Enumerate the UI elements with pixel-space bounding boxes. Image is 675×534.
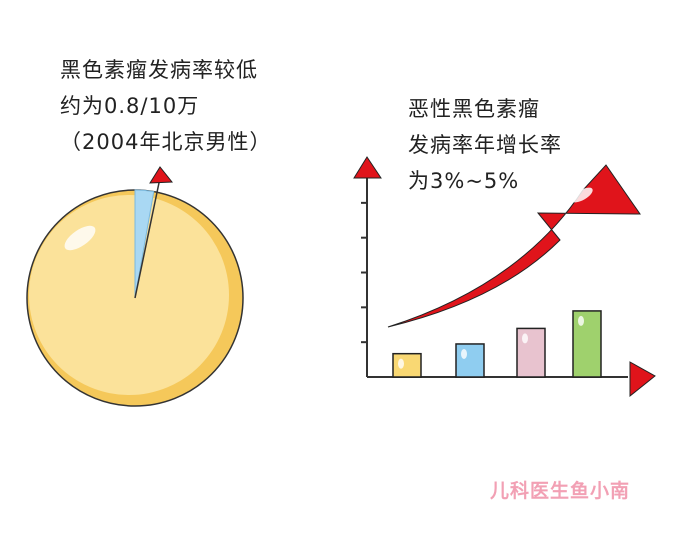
bar [572,310,602,378]
trend-arrow-shine [571,187,593,203]
bar-shine [578,315,584,326]
pie-slice-highlight [134,189,155,299]
bar-shine [461,348,467,359]
right-caption-line: 发病率年增长率 [408,133,562,157]
pie-shine [64,225,96,251]
x-axis-arrowhead [629,361,656,398]
pie-slice-main [29,195,229,395]
left-caption-line: 约为0.8/10万 [60,94,200,118]
right-caption-line: 为3%~5% [408,169,520,193]
left-caption: 黑色素瘤发病率较低 约为0.8/10万 （2004年北京男性） [60,52,271,160]
left-caption-line: （2004年北京男性） [60,130,272,154]
bar [455,343,485,378]
right-caption-line: 恶性黑色素瘤 [408,97,540,121]
left-caption-line: 黑色素瘤发病率较低 [60,58,258,82]
trend-arrow [387,164,641,328]
pointer-triangle [149,166,174,184]
pointer-line [134,177,161,299]
bar-chart [353,156,656,398]
right-caption: 恶性黑色素瘤 发病率年增长率 为3%~5% [408,91,562,199]
watermark: 儿科医生鱼小南 [490,480,631,502]
bar [516,327,546,378]
bar-shine [398,358,404,369]
bar-shine [522,333,528,344]
pie-chart [26,166,244,407]
y-axis-arrowhead [353,156,382,179]
bar [392,352,422,378]
